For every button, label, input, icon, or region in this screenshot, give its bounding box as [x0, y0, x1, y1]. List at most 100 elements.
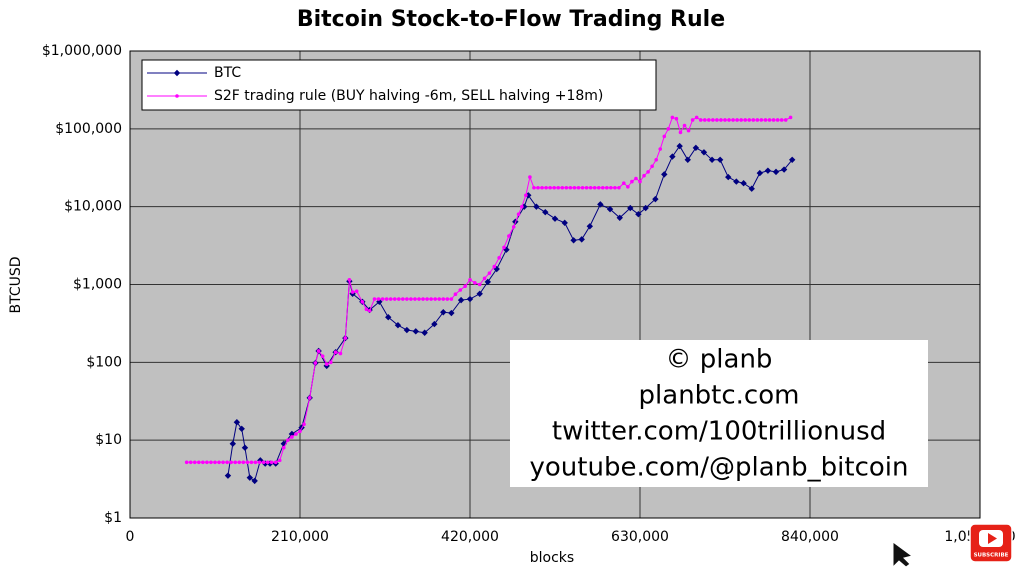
marker — [233, 419, 241, 426]
marker — [421, 297, 425, 301]
marker — [578, 236, 585, 243]
series — [184, 115, 793, 465]
marker — [711, 118, 715, 122]
marker — [458, 288, 463, 292]
marker — [221, 460, 225, 465]
marker — [731, 118, 735, 122]
marker — [388, 297, 393, 301]
y-tick-label: $1,000,000 — [42, 43, 122, 59]
marker — [431, 320, 438, 328]
marker — [678, 130, 683, 135]
marker — [502, 245, 506, 250]
marker — [670, 115, 675, 120]
marker — [392, 297, 397, 301]
marker — [674, 116, 679, 121]
marker — [702, 118, 707, 122]
marker — [205, 460, 209, 465]
marker — [282, 445, 286, 450]
marker — [320, 354, 325, 358]
marker — [524, 193, 528, 198]
marker — [751, 118, 756, 122]
marker — [764, 167, 772, 174]
marker — [237, 460, 242, 465]
marker — [576, 185, 581, 190]
marker — [652, 195, 659, 203]
marker — [743, 118, 748, 122]
marker — [669, 153, 676, 160]
marker — [313, 361, 318, 365]
marker — [596, 185, 601, 190]
marker — [257, 460, 262, 465]
annotation: youtube.com/@planb_bitcoin — [530, 453, 909, 483]
marker — [396, 297, 401, 301]
marker — [552, 185, 556, 190]
marker — [384, 297, 389, 301]
marker — [188, 460, 193, 465]
marker — [246, 474, 254, 481]
marker — [650, 164, 654, 169]
marker — [542, 208, 549, 216]
marker — [616, 214, 623, 221]
marker — [192, 460, 197, 465]
marker — [229, 440, 237, 447]
marker — [249, 460, 254, 465]
marker — [484, 278, 492, 286]
marker — [466, 295, 474, 303]
marker — [347, 277, 352, 282]
marker — [748, 185, 755, 192]
marker — [723, 118, 727, 122]
y-tick-label: $100 — [86, 354, 122, 370]
marker — [666, 127, 671, 131]
marker — [412, 328, 419, 335]
marker — [572, 185, 577, 190]
y-tick-label: $1,000 — [73, 277, 122, 293]
marker — [277, 458, 282, 463]
marker — [540, 185, 544, 190]
marker — [521, 203, 528, 210]
marker — [507, 234, 511, 238]
subscribe-label: SUBSCRIBE — [974, 553, 1009, 559]
marker — [727, 118, 731, 122]
marker — [497, 256, 501, 260]
marker — [686, 128, 691, 133]
marker — [682, 123, 687, 128]
marker — [700, 149, 708, 156]
marker — [755, 118, 760, 122]
y-tick-label: $100,000 — [55, 121, 122, 137]
marker — [437, 297, 442, 301]
marker — [477, 282, 482, 287]
marker — [298, 429, 302, 434]
annotation: planbtc.com — [639, 381, 800, 411]
marker — [613, 185, 617, 190]
marker — [302, 422, 306, 427]
marker — [409, 297, 413, 301]
marker — [733, 178, 740, 185]
marker — [548, 185, 552, 190]
marker — [468, 277, 472, 282]
marker — [233, 460, 238, 465]
x-axis-label: blocks — [530, 550, 574, 566]
marker — [630, 179, 634, 184]
marker — [338, 351, 343, 356]
marker — [201, 460, 205, 465]
marker — [380, 297, 385, 301]
marker — [372, 297, 377, 301]
marker — [570, 237, 577, 244]
marker — [294, 432, 298, 436]
marker — [716, 156, 724, 164]
marker — [425, 297, 429, 301]
marker — [413, 297, 417, 301]
legend-label: S2F trading rule (BUY halving -6m, SELL … — [214, 88, 603, 104]
marker — [273, 460, 278, 465]
marker — [286, 438, 290, 442]
marker — [417, 297, 421, 301]
marker — [692, 144, 700, 152]
marker — [605, 185, 609, 190]
marker — [343, 336, 348, 340]
marker — [269, 460, 274, 465]
marker — [213, 460, 217, 465]
cursor — [892, 541, 914, 567]
marker — [360, 299, 365, 304]
marker — [403, 326, 411, 334]
marker — [184, 460, 189, 465]
